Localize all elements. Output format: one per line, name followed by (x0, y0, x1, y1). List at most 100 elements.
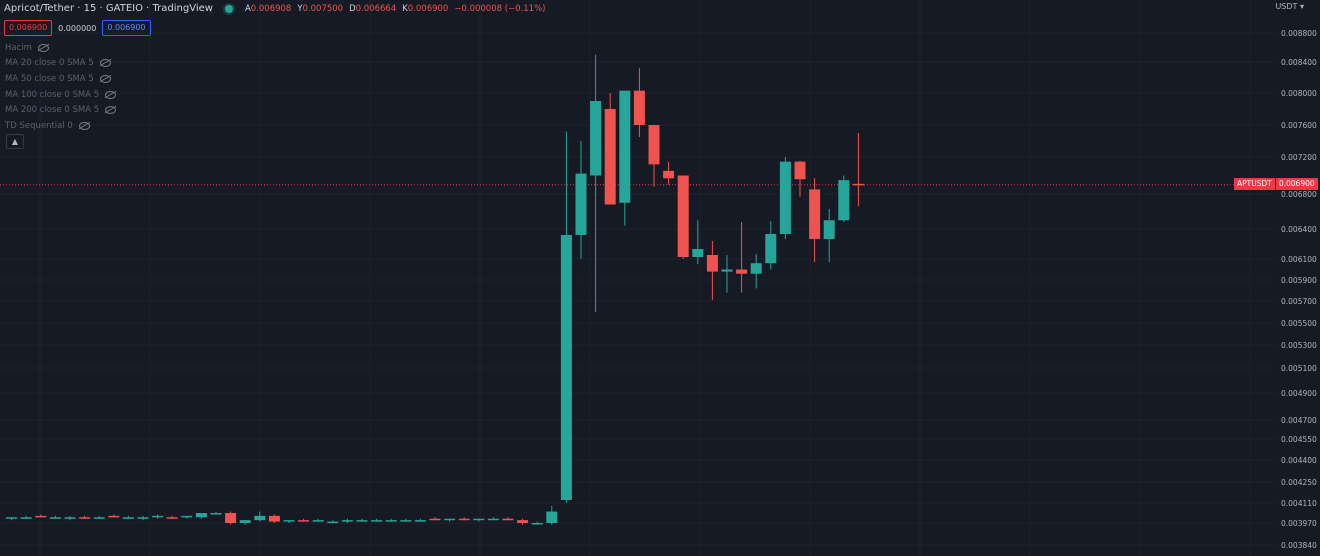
candle[interactable] (298, 518, 310, 522)
candle[interactable] (385, 518, 397, 522)
candle[interactable] (706, 241, 718, 300)
candle[interactable] (809, 178, 821, 263)
candle[interactable] (458, 517, 470, 521)
candle[interactable] (108, 514, 120, 518)
indicator-row[interactable]: MA 20 close 0 SMA 5 (5, 56, 116, 72)
candle[interactable] (152, 514, 164, 519)
candle[interactable] (268, 514, 280, 523)
candle[interactable] (473, 518, 485, 522)
candle[interactable] (181, 515, 193, 519)
sell-button[interactable]: 0.006900 (4, 20, 53, 36)
candle[interactable] (254, 511, 266, 522)
candle-body (239, 520, 251, 523)
candle[interactable] (517, 518, 529, 525)
candle-body (736, 269, 748, 274)
candle[interactable] (429, 517, 441, 521)
candle[interactable] (356, 518, 368, 522)
eye-hidden-icon[interactable] (105, 90, 117, 99)
candle[interactable] (677, 175, 689, 260)
candle[interactable] (312, 518, 324, 522)
candle[interactable] (93, 515, 105, 519)
candle-body (619, 90, 631, 203)
candle[interactable] (794, 160, 806, 197)
candle[interactable] (444, 518, 456, 522)
currency-label: USDT (1275, 2, 1298, 11)
candle[interactable] (663, 161, 675, 185)
eye-hidden-icon[interactable] (99, 74, 111, 83)
eye-hidden-icon[interactable] (105, 106, 117, 115)
price-tick-label: 0.004900 (1281, 389, 1317, 398)
candle[interactable] (371, 518, 383, 522)
buy-button[interactable]: 0.006900 (102, 20, 151, 36)
symbol-title[interactable]: Apricot/Tether · 15 · GATEIO · TradingVi… (4, 3, 213, 14)
collapse-legend-button[interactable]: ▲ (6, 134, 24, 149)
candle[interactable] (750, 254, 762, 289)
candle-body (49, 517, 61, 519)
candle[interactable] (122, 515, 134, 519)
candle[interactable] (487, 517, 499, 521)
candle[interactable] (590, 54, 602, 312)
candle[interactable] (195, 513, 207, 519)
candle[interactable] (166, 515, 178, 519)
candle[interactable] (779, 157, 791, 239)
candle[interactable] (35, 514, 47, 518)
candle-body (414, 520, 426, 522)
candle[interactable] (327, 520, 339, 524)
candle[interactable] (6, 517, 18, 521)
candle-body (604, 109, 616, 205)
market-status-icon[interactable] (224, 4, 233, 13)
price-tick-label: 0.007600 (1281, 121, 1317, 130)
candle[interactable] (225, 511, 237, 525)
eye-hidden-icon[interactable] (37, 43, 49, 52)
price-tick-label: 0.008000 (1281, 89, 1317, 98)
candle-body (517, 520, 529, 523)
candle-body (93, 517, 105, 519)
candle-body (502, 518, 514, 521)
candle[interactable] (64, 515, 76, 521)
indicator-label: MA 200 close 0 SMA 5 (5, 105, 100, 116)
candle[interactable] (560, 131, 572, 503)
candle-body (152, 515, 164, 518)
eye-hidden-icon[interactable] (99, 59, 111, 68)
indicator-row[interactable]: Hacim (5, 40, 116, 56)
candle[interactable] (575, 141, 587, 259)
candle[interactable] (721, 255, 733, 293)
price-axis[interactable]: 0.008800 0.008400 0.008000 0.007600 0.007200… (1281, 29, 1317, 550)
candle[interactable] (823, 208, 835, 263)
candle[interactable] (692, 220, 704, 265)
indicator-row[interactable]: MA 100 close 0 SMA 5 (5, 87, 117, 103)
candle[interactable] (546, 505, 558, 525)
candle[interactable] (852, 133, 864, 207)
candle[interactable] (736, 222, 748, 293)
indicator-row[interactable]: MA 200 close 0 SMA 5 (5, 102, 117, 118)
candle[interactable] (604, 93, 616, 205)
candle[interactable] (648, 125, 660, 187)
indicator-row[interactable]: TD Sequential 0 (5, 118, 116, 134)
candle[interactable] (20, 515, 32, 519)
candle-body (356, 520, 368, 522)
candle[interactable] (341, 518, 353, 523)
candle[interactable] (79, 515, 91, 519)
candle[interactable] (283, 520, 295, 523)
price-tick-label: 0.005500 (1281, 319, 1317, 328)
candle[interactable] (765, 221, 777, 270)
candle-body (298, 520, 310, 522)
candle[interactable] (619, 90, 631, 226)
eye-hidden-icon[interactable] (78, 121, 90, 130)
candle[interactable] (531, 521, 543, 525)
candle-body (750, 263, 762, 274)
candle[interactable] (137, 515, 149, 521)
candle[interactable] (502, 517, 514, 521)
indicator-row[interactable]: MA 50 close 0 SMA 5 (5, 71, 116, 87)
candle[interactable] (210, 511, 222, 515)
candle[interactable] (414, 518, 426, 522)
candle-body (35, 515, 47, 518)
candles[interactable] (6, 54, 864, 525)
candle[interactable] (838, 175, 850, 223)
candle[interactable] (400, 518, 412, 522)
candle[interactable] (633, 68, 645, 137)
candle[interactable] (239, 520, 251, 525)
currency-selector[interactable]: USDT ▾ (1275, 2, 1304, 11)
candle[interactable] (49, 515, 61, 519)
